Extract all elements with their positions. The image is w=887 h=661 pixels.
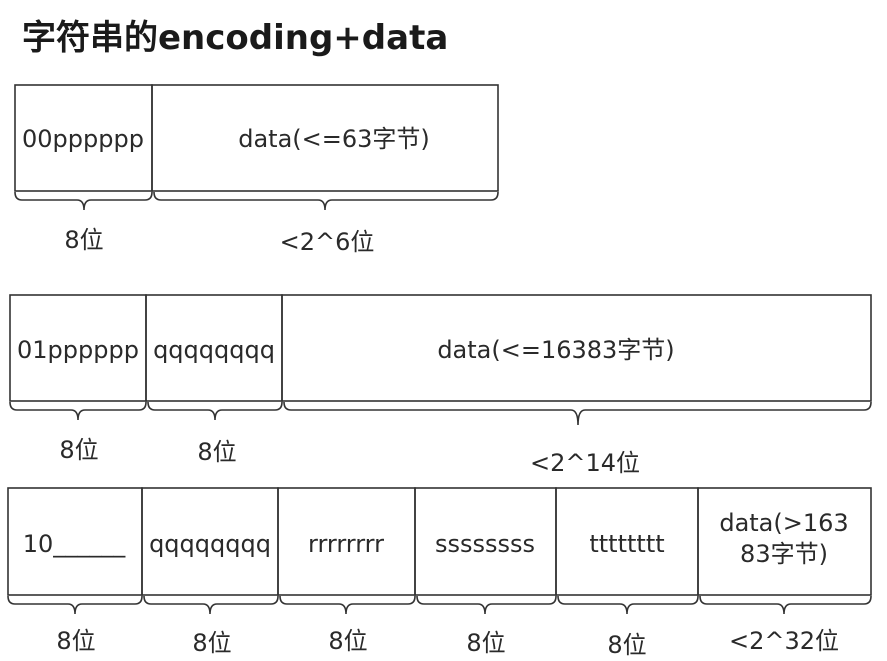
row-2-cell-3-box xyxy=(281,294,872,402)
row-3-brace-1 xyxy=(7,595,143,615)
row-3-brace-6 xyxy=(699,595,872,615)
row-3-brace-5-label: 8位 xyxy=(607,631,646,659)
row-3-cell-5-text: tttttttt xyxy=(589,530,664,558)
row-3-brace-5 xyxy=(557,595,699,615)
row-2-brace-2-label: 8位 xyxy=(197,438,236,466)
row-3-brace-6-label: <2^32位 xyxy=(729,627,839,655)
row-2-brace-3-label: <2^14位 xyxy=(530,449,640,477)
row-3-brace-1-label: 8位 xyxy=(56,627,95,655)
row-1-cell-2-text: data(<=63字节) xyxy=(238,125,430,153)
row-3-cell-4-text: ssssssss xyxy=(435,530,535,558)
row-3-cell-6-box xyxy=(697,487,872,596)
row-3-cell-6-text-line: 83字节) xyxy=(740,540,828,568)
row-2-brace-1 xyxy=(9,401,147,421)
row-1-brace-1 xyxy=(14,191,153,211)
row-3-cell-1-text: 10______ xyxy=(23,530,127,558)
row-3-brace-3 xyxy=(279,595,416,615)
row-3-brace-4-label: 8位 xyxy=(466,629,505,657)
row-1-cell-2-box xyxy=(151,84,499,192)
row-3-cell-6-text-line: data(>163 xyxy=(719,509,848,537)
row-1-brace-1-label: 8位 xyxy=(64,226,103,254)
row-3-brace-2-label: 8位 xyxy=(192,629,231,657)
row-1 xyxy=(14,84,499,211)
row-3-cell-3-text: rrrrrrrr xyxy=(308,530,384,558)
row-1-cell-1-text: 00pppppp xyxy=(22,125,144,153)
row-3-cell-2-text: qqqqqqqq xyxy=(149,530,271,558)
row-2-cell-3-text: data(<=16383字节) xyxy=(437,336,674,364)
row-2-brace-1-label: 8位 xyxy=(59,436,98,464)
row-2-brace-3 xyxy=(283,401,872,426)
row-2 xyxy=(9,294,872,426)
row-3 xyxy=(7,487,872,615)
row-2-cell-1-text: 01pppppp xyxy=(17,336,139,364)
diagram-title: 字符串的encoding+data xyxy=(22,18,449,58)
row-3-cell-6-text: data(>163 83字节) xyxy=(719,509,848,568)
row-1-brace-2 xyxy=(153,191,499,211)
row-2-brace-2 xyxy=(147,401,283,421)
row-3-brace-4 xyxy=(416,595,557,615)
row-2-cell-2-text: qqqqqqqq xyxy=(153,336,275,364)
row-3-brace-3-label: 8位 xyxy=(328,627,367,655)
row-3-brace-2 xyxy=(143,595,279,615)
row-1-brace-2-label: <2^6位 xyxy=(280,228,375,256)
